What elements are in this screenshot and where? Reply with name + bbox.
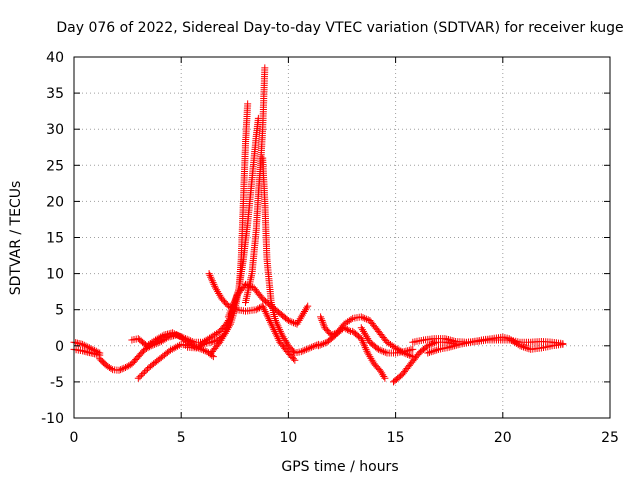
axis-ticks: 0 5 10 15 20 25 -10 -5 0 5 10 15 20 25 30 35 40 bbox=[41, 50, 619, 446]
plus-markers bbox=[96, 313, 235, 374]
chart-title: Day 076 of 2022, Sidereal Day-to-day VTE… bbox=[56, 20, 623, 36]
y-tick-label: 15 bbox=[46, 231, 64, 247]
plus-markers bbox=[205, 270, 299, 364]
x-tick-label: 0 bbox=[70, 430, 79, 446]
satellite-track-5 bbox=[134, 340, 192, 382]
satellite-track-4 bbox=[128, 329, 217, 361]
satellite-track-6 bbox=[184, 114, 262, 352]
satellite-track-18 bbox=[424, 333, 567, 357]
y-tick-label: 40 bbox=[46, 50, 64, 66]
y-tick-label: 35 bbox=[46, 86, 64, 102]
satellite-track-8 bbox=[205, 270, 299, 364]
x-tick-label: 20 bbox=[494, 430, 512, 446]
satellite-track-14 bbox=[349, 327, 389, 382]
satellite-track-11 bbox=[259, 154, 322, 357]
plus-markers bbox=[349, 327, 389, 382]
grid-lines bbox=[74, 57, 610, 418]
y-tick-label: 5 bbox=[55, 303, 64, 319]
satellite-track-13 bbox=[317, 313, 355, 339]
plus-markers bbox=[424, 333, 567, 357]
y-tick-label: 25 bbox=[46, 158, 64, 174]
x-axis-label: GPS time / hours bbox=[281, 459, 398, 475]
y-axis-label: SDTVAR / TECUs bbox=[8, 181, 24, 296]
plus-markers bbox=[390, 338, 457, 386]
satellite-track-15 bbox=[357, 324, 417, 357]
x-tick-label: 15 bbox=[387, 430, 405, 446]
plus-markers bbox=[259, 154, 322, 357]
y-tick-label: 30 bbox=[46, 122, 64, 138]
y-tick-label: 0 bbox=[55, 339, 64, 355]
x-tick-label: 10 bbox=[279, 430, 297, 446]
plot-area bbox=[70, 64, 567, 386]
y-tick-label: 20 bbox=[46, 194, 64, 210]
plus-markers bbox=[134, 340, 192, 382]
plus-markers bbox=[317, 313, 355, 339]
x-tick-label: 5 bbox=[177, 430, 186, 446]
plus-markers bbox=[128, 329, 217, 361]
y-tick-label: 10 bbox=[46, 267, 64, 283]
satellite-track-16 bbox=[390, 338, 457, 386]
y-tick-label: -5 bbox=[50, 375, 64, 391]
x-tick-label: 25 bbox=[601, 430, 619, 446]
plus-markers bbox=[357, 324, 417, 357]
plus-markers bbox=[184, 114, 262, 352]
y-tick-label: -10 bbox=[41, 411, 64, 427]
satellite-track-3 bbox=[96, 313, 235, 374]
